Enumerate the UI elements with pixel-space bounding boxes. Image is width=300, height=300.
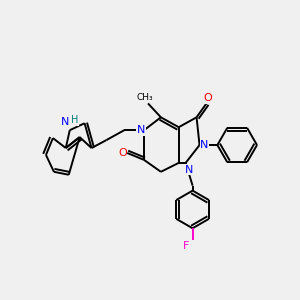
Text: CH₃: CH₃	[137, 93, 153, 102]
Text: F: F	[182, 241, 189, 251]
Text: O: O	[203, 94, 212, 103]
Text: N: N	[61, 117, 69, 127]
Text: H: H	[71, 115, 78, 125]
Text: N: N	[184, 165, 193, 175]
Text: O: O	[118, 148, 127, 158]
Text: N: N	[200, 140, 209, 150]
Text: N: N	[137, 125, 145, 135]
